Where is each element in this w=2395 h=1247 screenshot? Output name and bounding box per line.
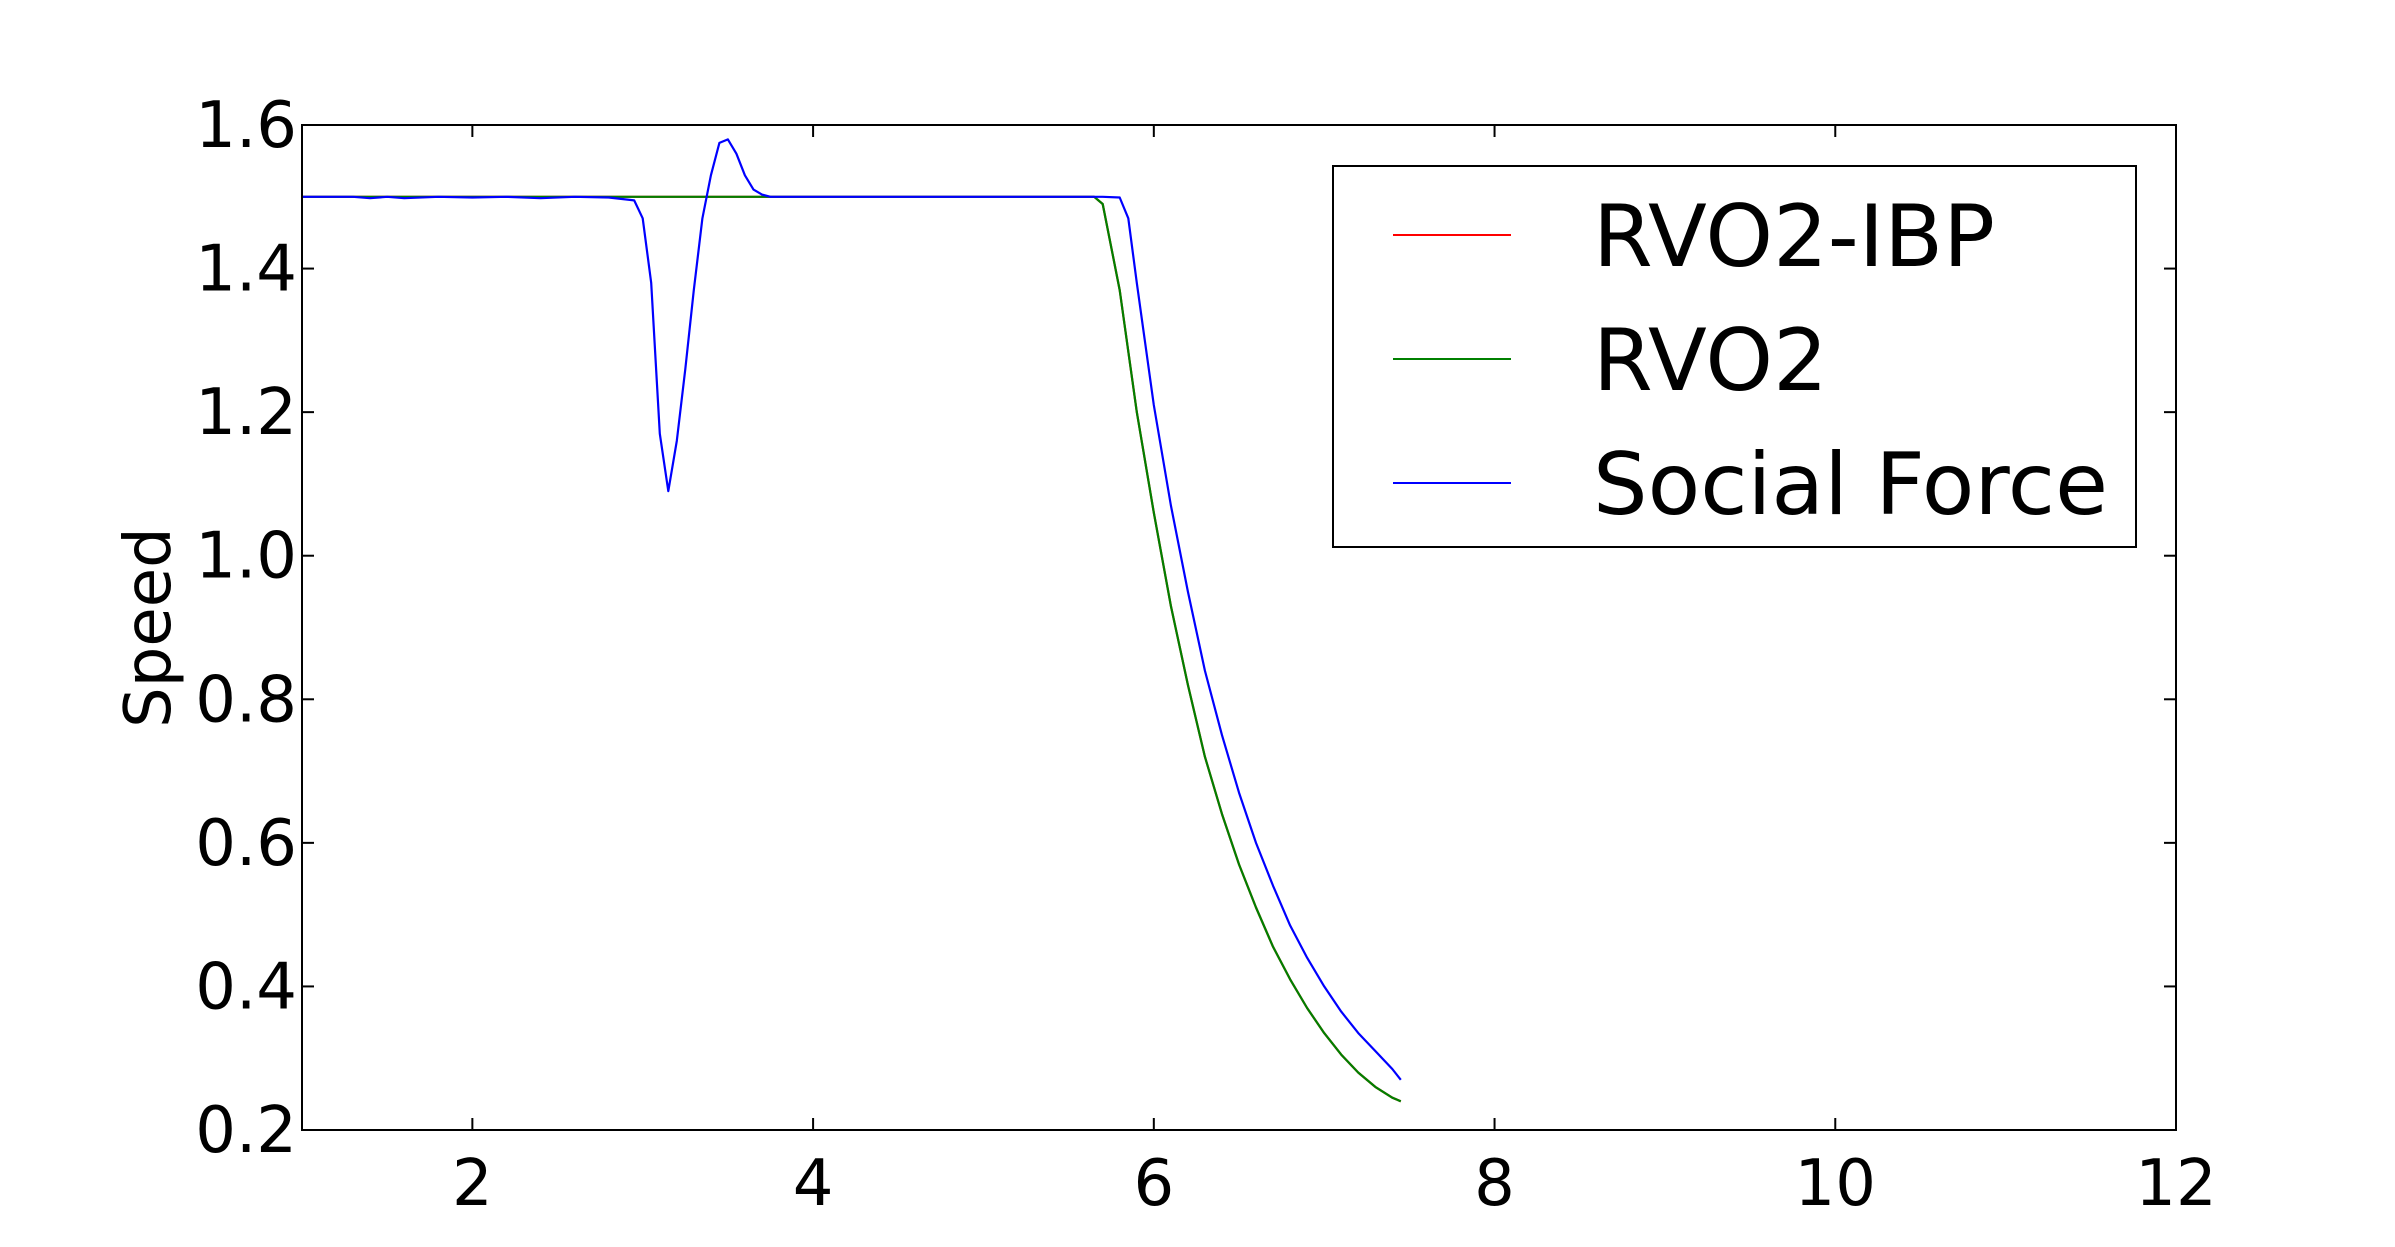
x-tick-label: 4 bbox=[793, 1147, 834, 1221]
x-tick-label: 12 bbox=[2135, 1147, 2216, 1221]
series-line-rvo2 bbox=[302, 195, 1402, 1103]
y-tick-label: 1.6 bbox=[195, 89, 297, 163]
x-tick-label: 6 bbox=[1133, 1147, 1174, 1221]
x-tick-label: 10 bbox=[1795, 1147, 1876, 1221]
y-tick-label: 0.8 bbox=[195, 663, 297, 737]
legend-label: RVO2-IBP bbox=[1593, 187, 1995, 287]
legend-label: RVO2 bbox=[1593, 311, 1828, 411]
series-line-rvo2-ibp bbox=[302, 195, 1402, 1103]
y-tick-label: 0.6 bbox=[195, 807, 297, 881]
y-tick-label: 1.2 bbox=[195, 376, 297, 450]
legend: RVO2-IBP RVO2 Social Force bbox=[1332, 165, 2137, 548]
y-tick-label: 1.4 bbox=[195, 233, 297, 307]
plot-area-frame bbox=[301, 124, 2177, 1131]
x-tick-label: 2 bbox=[452, 1147, 493, 1221]
x-tick-label: 8 bbox=[1474, 1147, 1515, 1221]
series-line-social-force bbox=[302, 138, 1402, 1081]
y-axis-label: Speed bbox=[112, 527, 186, 728]
y-tick-label: 1.0 bbox=[195, 520, 297, 594]
ticks-layer bbox=[302, 124, 2177, 1131]
series-layer bbox=[302, 138, 1402, 1103]
legend-label: Social Force bbox=[1593, 435, 2108, 535]
y-tick-label: 0.4 bbox=[195, 950, 297, 1024]
legend-entries: RVO2-IBP RVO2 Social Force bbox=[1393, 187, 2108, 535]
tick-labels-layer: 2 4 6 8 10 12 0.2 0.4 0.6 0.8 1.0 1.2 1.4 1.6 bbox=[195, 89, 2217, 1221]
y-tick-label: 0.2 bbox=[195, 1094, 297, 1168]
